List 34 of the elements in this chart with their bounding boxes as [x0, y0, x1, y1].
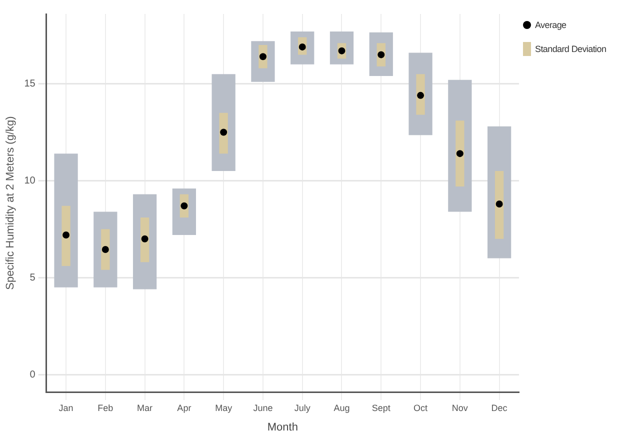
- x-tick-label: Nov: [452, 402, 468, 413]
- bar: [219, 112, 228, 154]
- y-tick-label: 10: [24, 175, 36, 186]
- bar: [62, 206, 70, 266]
- y-tick-label: 15: [24, 78, 36, 90]
- x-tick-label: Oct: [414, 402, 428, 413]
- legend-label: Standard Deviation: [535, 44, 606, 54]
- x-tick-label: Aug: [334, 402, 350, 413]
- y-axis-title: Specific Humidity at 2 Meters (g/kg): [4, 116, 17, 290]
- point: [102, 246, 109, 254]
- x-axis-title: Month: [267, 421, 298, 434]
- point: [456, 150, 464, 158]
- y-tick-label: 5: [30, 272, 36, 284]
- bar: [140, 218, 150, 262]
- x-tick-label: May: [215, 402, 233, 413]
- legend-label: Average: [535, 20, 566, 30]
- bar: [101, 229, 110, 270]
- point: [141, 235, 148, 242]
- point: [417, 92, 424, 99]
- bar: [456, 120, 464, 187]
- x-tick-label: Feb: [98, 402, 114, 413]
- x-tick-label: Jan: [58, 402, 74, 413]
- bar: [416, 74, 425, 115]
- point: [220, 128, 228, 136]
- x-tick-label: Apr: [177, 402, 192, 413]
- x-tick-label: June: [253, 402, 273, 413]
- x-tick-label: Dec: [491, 402, 508, 413]
- point: [62, 231, 70, 238]
- point: [496, 200, 503, 208]
- x-tick-label: Mar: [137, 402, 153, 413]
- y-tick-label: 0: [30, 369, 36, 380]
- x-tick-label: July: [294, 402, 311, 413]
- bar: [494, 171, 504, 239]
- x-tick-label: Sept: [372, 402, 391, 413]
